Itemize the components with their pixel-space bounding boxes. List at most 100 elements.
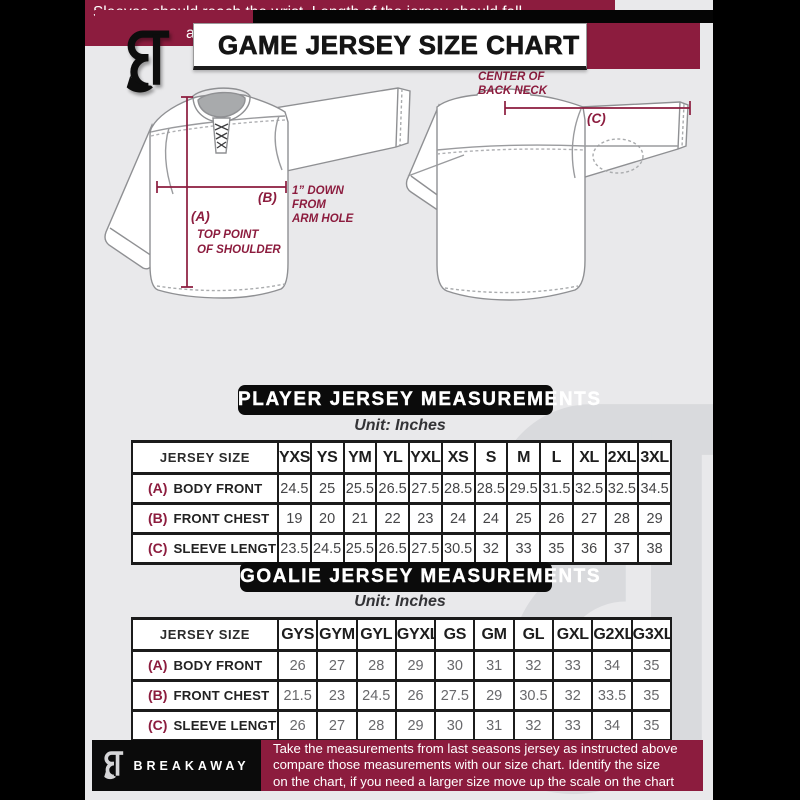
player-section-header: PLAYER JERSEY MEASUREMENTS: [238, 385, 600, 415]
size-header-cell: GXL: [552, 617, 594, 652]
value-cell: 30.5: [440, 532, 476, 565]
goalie-unit-label: Unit: Inches: [354, 593, 446, 610]
title-box: GAME JERSEY SIZE CHART: [193, 23, 587, 70]
jersey-size-header-cell: JERSEY SIZE: [131, 617, 279, 652]
size-header-cell: G2XL: [591, 617, 633, 652]
value-cell: 26: [276, 709, 319, 742]
size-header-cell: GYM: [316, 617, 358, 652]
value-cell: 32: [552, 679, 594, 712]
table-row: (C) SLEEVE LENGTH 26 27 28 29 30 31 32 33 34 35: [131, 709, 673, 742]
footer-instructions-box: Take the measurements from last seasons …: [261, 740, 703, 791]
size-header-cell: YXS: [277, 440, 312, 475]
size-header-cell: YXL: [408, 440, 443, 475]
value-cell: 24: [473, 502, 509, 535]
measurement-name: FRONT CHEST: [173, 510, 270, 526]
jersey-diagram: (A) TOP POINT OF SHOULDER (B) 1” DOWN FR…: [104, 71, 691, 301]
left-frame-strip: [0, 0, 85, 800]
measurement-label-cell: (A) BODY FRONT: [131, 649, 279, 682]
size-header-cell: M: [506, 440, 541, 475]
measurement-label-cell: (B) FRONT CHEST: [131, 502, 279, 535]
value-cell: 29: [394, 709, 437, 742]
value-cell: 30: [434, 709, 476, 742]
value-cell: 35: [630, 679, 673, 712]
size-header-cell: YM: [342, 440, 378, 475]
value-cell: 23: [408, 502, 443, 535]
value-cell: 27.5: [408, 532, 443, 565]
value-cell: 26.5: [375, 532, 410, 565]
value-cell: 19: [277, 502, 312, 535]
table-row: (A) BODY FRONT 26 27 28 29 30 31 32 33 34 35: [131, 649, 673, 682]
value-cell: 32: [512, 649, 555, 682]
jersey-size-header-cell: JERSEY SIZE: [131, 440, 279, 475]
measurement-prefix: (C): [148, 539, 168, 556]
value-cell: 29.5: [506, 472, 541, 505]
value-cell: 28.5: [440, 472, 476, 505]
size-header-cell: L: [539, 440, 574, 475]
value-cell: 32: [512, 709, 555, 742]
value-cell: 25: [309, 472, 345, 505]
value-cell: 34: [591, 709, 633, 742]
value-cell: 32: [473, 532, 509, 565]
value-cell: 35: [630, 709, 673, 742]
size-header-cell: S: [473, 440, 509, 475]
table-row: (B) FRONT CHEST 19 20 21 22 23 24 24 25 26 27 28 29: [131, 502, 672, 535]
value-cell: 35: [539, 532, 574, 565]
value-cell: 28: [355, 649, 397, 682]
measurement-name: BODY FRONT: [173, 480, 263, 496]
measurement-prefix: (A): [148, 656, 168, 673]
value-cell: 26.5: [375, 472, 410, 505]
value-cell: 23.5: [277, 532, 312, 565]
value-cell: 29: [394, 649, 437, 682]
table-row: (C) SLEEVE LENGTH 23.5 24.5 25.5 26.5 27.5 30.5…: [131, 532, 672, 565]
measurement-name: BODY FRONT: [173, 657, 263, 673]
size-header-cell: GYXL: [394, 617, 437, 652]
footer-brand-box: BREAKAWAY: [92, 740, 261, 791]
value-cell: 28: [355, 709, 397, 742]
value-cell: 31: [473, 709, 515, 742]
value-cell: 31.5: [539, 472, 574, 505]
value-cell: 34.5: [637, 472, 672, 505]
size-header-cell: GL: [512, 617, 555, 652]
back-jersey-drawing: [405, 88, 689, 301]
table-row: (A) BODY FRONT 24.5 25 25.5 26.5 27.5 28.5 28.5 2…: [131, 472, 672, 505]
value-cell: 33.5: [591, 679, 633, 712]
value-cell: 25.5: [342, 472, 378, 505]
footer-brand-name: BREAKAWAY: [133, 758, 250, 773]
size-header-cell: GYL: [355, 617, 397, 652]
value-cell: 27.5: [408, 472, 443, 505]
measurement-label-cell: (B) FRONT CHEST: [131, 679, 279, 712]
footer-note-line1: Take the measurements from last seasons …: [273, 741, 678, 756]
table-header-row: JERSEY SIZE YXS YS YM YL YXL XS S M L XL 2XL 3XL: [131, 440, 672, 475]
value-cell: 21: [342, 502, 378, 535]
value-cell: 33: [506, 532, 541, 565]
front-jersey-drawing: [104, 87, 411, 299]
value-cell: 27: [316, 649, 358, 682]
value-cell: 31: [473, 649, 515, 682]
value-cell: 33: [552, 649, 594, 682]
measurement-line-b: [156, 181, 287, 193]
value-cell: 21.5: [276, 679, 319, 712]
page-title: GAME JERSEY SIZE CHART: [218, 29, 580, 60]
measurement-name: SLEEVE LENGTH: [173, 717, 278, 733]
header-accent-black: [253, 10, 713, 23]
label-c: (C): [587, 111, 606, 126]
value-cell: 24.5: [309, 532, 345, 565]
measurement-line-a: [181, 96, 193, 288]
value-cell: 33: [552, 709, 594, 742]
size-header-cell: G3XL: [630, 617, 673, 652]
value-cell: 32.5: [604, 472, 640, 505]
value-cell: 37: [604, 532, 640, 565]
value-cell: 24.5: [277, 472, 312, 505]
size-header-cell: YS: [309, 440, 345, 475]
value-cell: 38: [637, 532, 672, 565]
label-b: (B): [258, 190, 277, 205]
player-size-table: JERSEY SIZE YXS YS YM YL YXL XS S M L XL 2XL 3XL (A) B…: [131, 440, 672, 565]
size-header-cell: 2XL: [604, 440, 640, 475]
measurement-label-cell: (C) SLEEVE LENGTH: [131, 532, 279, 565]
size-header-cell: GM: [473, 617, 515, 652]
goalie-size-table: JERSEY SIZE GYS GYM GYL GYXL GS GM GL GXL G2XL G3X…: [131, 617, 673, 742]
player-unit-label: Unit: Inches: [354, 417, 446, 434]
value-cell: 35: [630, 649, 673, 682]
measurement-prefix: (B): [148, 686, 168, 703]
value-cell: 26: [394, 679, 437, 712]
